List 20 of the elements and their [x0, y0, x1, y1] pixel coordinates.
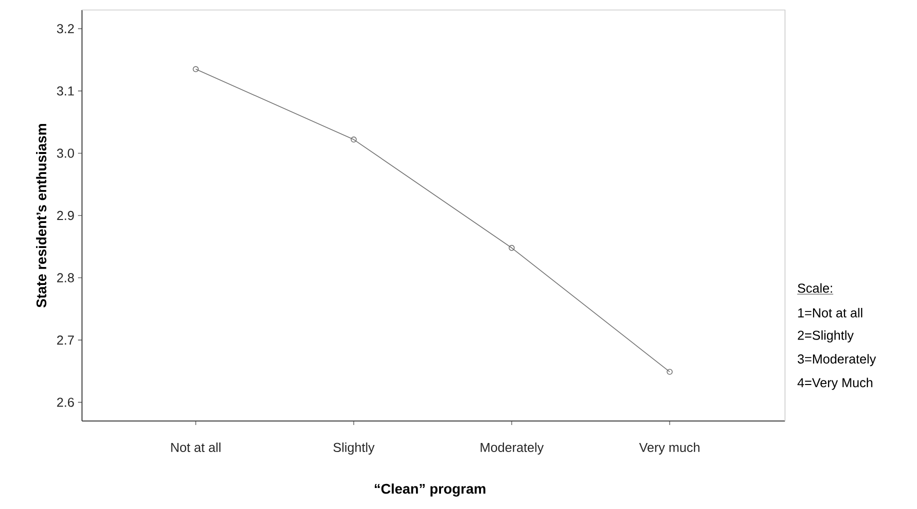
y-tick-label: 3.1	[56, 86, 74, 96]
x-axis-title: “Clean” program	[374, 484, 486, 497]
x-tick-label: Very much	[639, 442, 700, 455]
y-axis-title: State resident’s enthusiasm	[36, 124, 46, 308]
text: 3=Moderately	[798, 354, 876, 366]
text: 1=Not at all	[798, 308, 862, 318]
y-tick-label: 2.9	[57, 210, 74, 220]
text: 2=Slightly	[798, 330, 854, 342]
y-tick-label: 3.0	[56, 148, 74, 158]
text: Scale:	[798, 283, 832, 293]
y-tick-label: 3.2	[56, 24, 74, 34]
point	[508, 244, 515, 251]
x-tick-label: Moderately	[480, 442, 544, 455]
x-tick-label: Slightly	[333, 442, 375, 455]
x-tick-label: Not at all	[171, 442, 220, 452]
y-tick-label: 2.7	[57, 336, 74, 345]
text: 4=Very Much	[798, 378, 872, 390]
y-tick-label: 2.6	[57, 398, 74, 407]
point	[350, 136, 357, 143]
y-tick-label: 2.8	[57, 273, 74, 282]
